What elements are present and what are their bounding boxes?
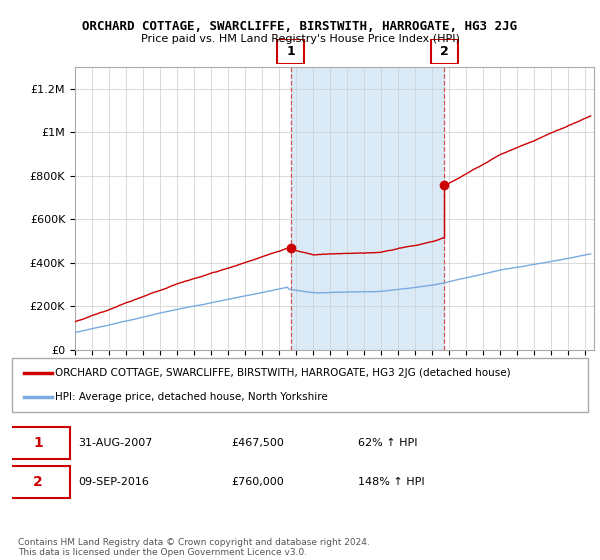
FancyBboxPatch shape	[431, 39, 458, 64]
FancyBboxPatch shape	[12, 358, 588, 412]
Text: ORCHARD COTTAGE, SWARCLIFFE, BIRSTWITH, HARROGATE, HG3 2JG: ORCHARD COTTAGE, SWARCLIFFE, BIRSTWITH, …	[83, 20, 517, 32]
Text: 62% ↑ HPI: 62% ↑ HPI	[358, 438, 417, 448]
Text: 2: 2	[440, 45, 448, 58]
Text: Price paid vs. HM Land Registry's House Price Index (HPI): Price paid vs. HM Land Registry's House …	[140, 34, 460, 44]
Text: 148% ↑ HPI: 148% ↑ HPI	[358, 477, 424, 487]
Text: Contains HM Land Registry data © Crown copyright and database right 2024.
This d: Contains HM Land Registry data © Crown c…	[18, 538, 370, 557]
Text: 1: 1	[286, 45, 295, 58]
Text: £467,500: £467,500	[231, 438, 284, 448]
Text: 1: 1	[33, 436, 43, 450]
Text: 09-SEP-2016: 09-SEP-2016	[78, 477, 149, 487]
Bar	[290, 67, 444, 350]
FancyBboxPatch shape	[6, 466, 70, 498]
Text: 31-AUG-2007: 31-AUG-2007	[78, 438, 152, 448]
Text: HPI: Average price, detached house, North Yorkshire: HPI: Average price, detached house, Nort…	[55, 391, 328, 402]
FancyBboxPatch shape	[6, 427, 70, 459]
Text: 2: 2	[33, 475, 43, 489]
FancyBboxPatch shape	[277, 39, 304, 64]
Text: ORCHARD COTTAGE, SWARCLIFFE, BIRSTWITH, HARROGATE, HG3 2JG (detached house): ORCHARD COTTAGE, SWARCLIFFE, BIRSTWITH, …	[55, 368, 511, 379]
Text: £760,000: £760,000	[231, 477, 284, 487]
